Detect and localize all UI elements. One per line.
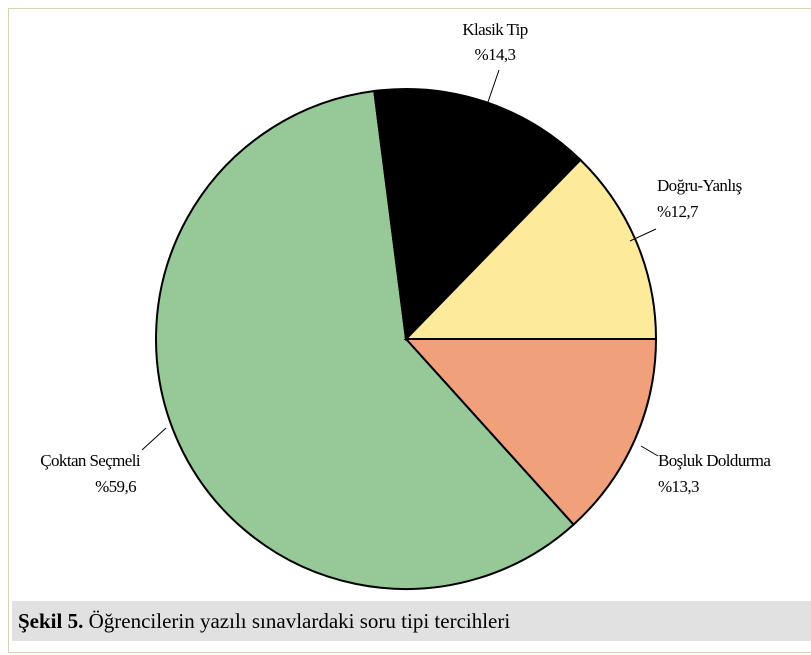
slice-value-label: %13,3 bbox=[658, 477, 699, 496]
leader-line bbox=[640, 445, 659, 457]
caption-text: Öğrencilerin yazılı sınavlardaki soru ti… bbox=[88, 609, 511, 633]
slice-label: Boşluk Doldurma bbox=[658, 451, 771, 470]
pie-slice bbox=[373, 88, 582, 342]
slice-label: Doğru-Yanlış bbox=[657, 176, 742, 195]
pie-slice bbox=[155, 89, 575, 590]
caption-label: Şekil 5. bbox=[18, 609, 84, 633]
pie-slice bbox=[403, 338, 658, 526]
leader-line bbox=[487, 69, 500, 103]
pie-slice bbox=[403, 158, 658, 340]
slice-label: Çoktan Seçmeli bbox=[40, 451, 141, 470]
leader-line bbox=[629, 228, 657, 242]
leader-line bbox=[141, 427, 167, 451]
slice-value-label: %12,7 bbox=[657, 202, 699, 221]
slice-label: Klasik Tip bbox=[462, 20, 527, 39]
chart: Boşluk Doldurma %13,3 Çoktan Seçmeli %59,6 K… bbox=[40, 20, 772, 590]
caption: Şekil 5. Öğrencilerin yazılı sınavlardak… bbox=[12, 601, 811, 641]
slice-value-label: %59,6 bbox=[95, 477, 136, 496]
frame bbox=[8, 8, 811, 653]
slice-value-label: %14,3 bbox=[475, 45, 516, 64]
